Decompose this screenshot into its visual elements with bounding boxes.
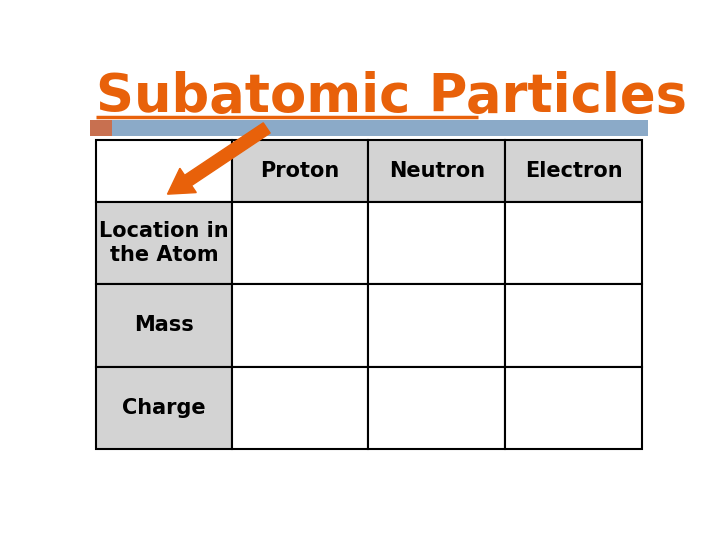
Text: Mass: Mass: [134, 315, 194, 335]
Bar: [505, 367, 642, 449]
Bar: [505, 140, 642, 202]
Bar: [96, 284, 232, 367]
Text: Electron: Electron: [525, 161, 622, 181]
Bar: [96, 202, 232, 284]
Bar: [232, 202, 369, 284]
Text: Charge: Charge: [122, 398, 206, 418]
Bar: [112, 120, 648, 136]
Text: Subatomic Particles: Subatomic Particles: [96, 71, 687, 123]
Bar: [232, 284, 369, 367]
Bar: [232, 140, 369, 202]
Bar: [90, 120, 112, 136]
Text: Neutron: Neutron: [389, 161, 485, 181]
Bar: [505, 284, 642, 367]
Text: Location in
the Atom: Location in the Atom: [99, 221, 229, 265]
Bar: [96, 140, 232, 202]
Bar: [369, 140, 505, 202]
Bar: [96, 367, 232, 449]
Bar: [369, 367, 505, 449]
FancyArrow shape: [168, 123, 270, 194]
Bar: [369, 202, 505, 284]
Bar: [232, 367, 369, 449]
Bar: [505, 202, 642, 284]
Bar: [369, 284, 505, 367]
Text: Proton: Proton: [261, 161, 340, 181]
